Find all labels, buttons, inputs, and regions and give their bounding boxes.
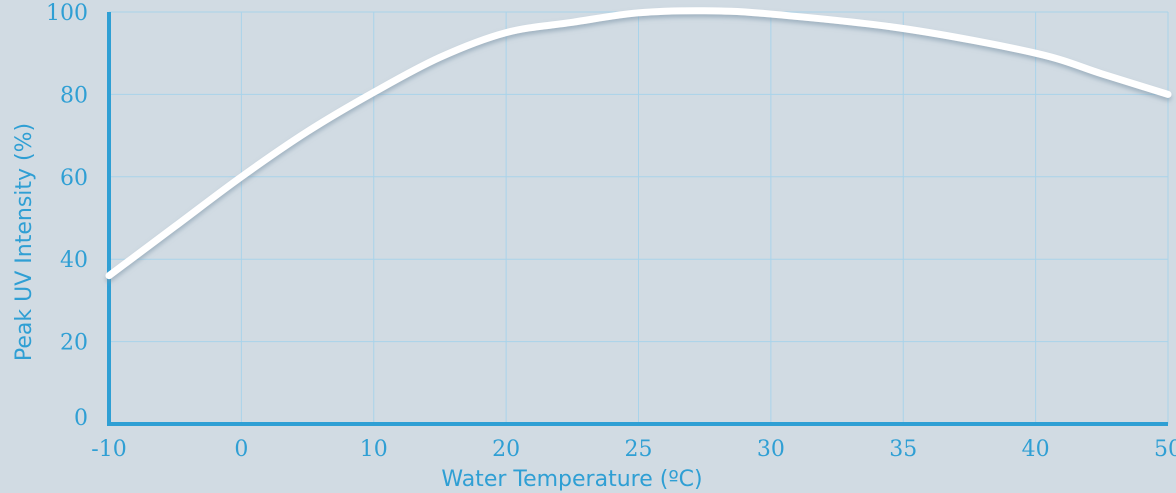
y-tick-label: 60 (60, 166, 88, 191)
y-tick-label: 0 (74, 406, 88, 431)
x-axis-title: Water Temperature (ºC) (441, 467, 702, 492)
y-tick-label: 100 (46, 1, 88, 26)
x-tick-label: 0 (234, 437, 248, 462)
axes (107, 12, 1168, 426)
gridlines (109, 11, 1169, 424)
y-tick-label: 20 (60, 331, 88, 356)
x-tick-label: 50 (1154, 437, 1176, 462)
x-tick-label: 25 (625, 437, 653, 462)
x-tick-label: 35 (889, 437, 917, 462)
x-tick-label: 20 (492, 437, 520, 462)
x-tick-label: 40 (1022, 437, 1050, 462)
y-tick-label: 80 (60, 83, 88, 108)
x-tick-label: -10 (91, 437, 126, 462)
series-layer (105, 7, 1172, 280)
y-axis-title: Peak UV Intensity (%) (12, 123, 37, 361)
series-line (105, 7, 1172, 280)
x-tick-label: 10 (360, 437, 388, 462)
y-tick-label: 40 (60, 248, 88, 273)
x-tick-label: 30 (757, 437, 785, 462)
